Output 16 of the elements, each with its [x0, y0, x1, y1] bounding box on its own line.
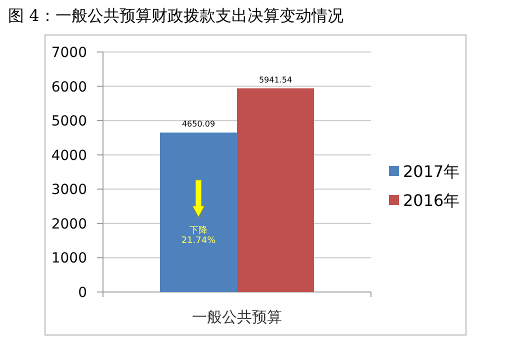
y-tick-label: 7000 [51, 45, 87, 61]
y-tick-label: 2000 [51, 216, 87, 232]
y-tick-label: 1000 [51, 250, 87, 267]
y-tick-label: 4000 [51, 148, 87, 164]
y-tick-label: 3000 [51, 182, 87, 198]
legend-label: 2016年 [403, 191, 460, 210]
x-tick-label: 一般公共预算 [192, 308, 282, 326]
y-tick-label: 6000 [51, 79, 87, 96]
y-tick-label: 0 [78, 285, 87, 301]
y-tick-label: 5000 [51, 114, 87, 130]
annotation: 下降 [190, 225, 208, 236]
data-label: 4650.09 [182, 120, 216, 129]
chart-title: 图 4：一般公共预算财政拨款支出决算变动情况 [8, 6, 344, 25]
legend-label: 2017年 [403, 162, 460, 181]
annotation: 21.74% [181, 236, 216, 246]
data-label: 5941.54 [258, 75, 292, 84]
